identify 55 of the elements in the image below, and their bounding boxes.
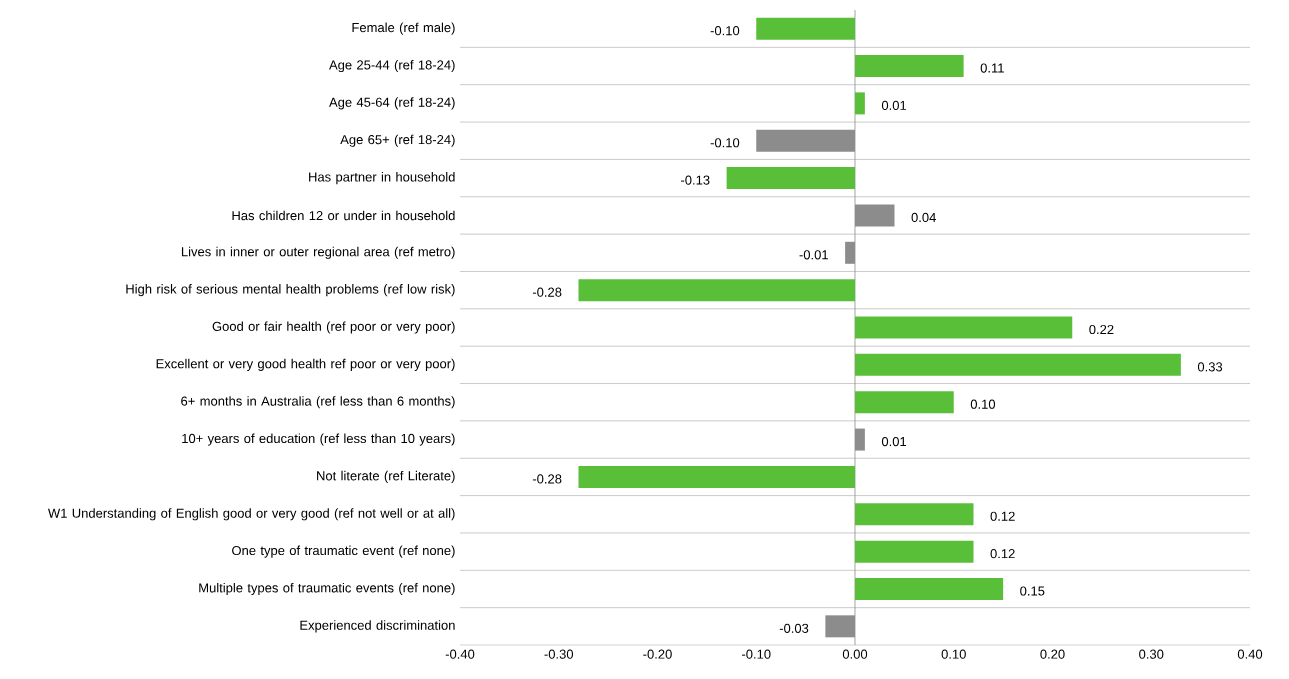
- bar: [855, 55, 964, 78]
- data-label: 0.15: [1020, 586, 1045, 596]
- y-tick-label: W1 Understanding of English good or very good (ref not well or at all): [48, 508, 455, 521]
- data-label: 0.01: [881, 436, 907, 447]
- y-tick-label: High risk of serious mental health problems (ref low risk): [126, 284, 455, 297]
- x-tick-label: 0.10: [941, 649, 966, 659]
- data-label: -0.01: [799, 250, 828, 260]
- y-tick-label: Multiple types of traumatic events (ref none): [199, 582, 455, 596]
- data-label: 0.33: [1197, 362, 1223, 372]
- y-tick-label: Age 25-44 (ref 18-24): [329, 59, 455, 73]
- bar: [578, 279, 855, 302]
- y-tick-label: Experienced discrimination: [300, 620, 455, 633]
- x-tick-label: 0.20: [1040, 649, 1065, 659]
- bar: [855, 92, 865, 115]
- y-tick-label: Has partner in household: [309, 172, 455, 185]
- data-label: 0.11: [980, 63, 1004, 73]
- y-tick-label: Age 45-64 (ref 18-24): [329, 97, 455, 110]
- x-tick-label: 0.00: [842, 649, 868, 659]
- x-tick-label: -0.20: [643, 649, 672, 659]
- bar: [855, 391, 954, 414]
- bar: [726, 167, 855, 190]
- data-label: 0.22: [1089, 324, 1114, 335]
- x-tick-label: -0.10: [742, 649, 771, 659]
- x-tick-label: 0.40: [1237, 649, 1263, 659]
- y-tick-label: 6+ months in Australia (ref less than 6 months): [181, 396, 455, 409]
- data-label: 0.04: [911, 212, 936, 223]
- y-tick-label: Age 65+ (ref 18-24): [340, 134, 455, 147]
- y-tick-label: Not literate (ref Literate): [317, 470, 455, 483]
- y-tick-label: Good or fair health (ref poor or very poor): [212, 321, 455, 334]
- bar: [855, 577, 1004, 600]
- data-label: 0.01: [881, 100, 907, 110]
- bar: [855, 540, 974, 563]
- x-tick-label: 0.30: [1139, 649, 1164, 659]
- data-label: 0.10: [970, 399, 996, 409]
- data-label: -0.10: [710, 138, 740, 148]
- y-tick-label: Female (ref male): [352, 22, 455, 35]
- y-tick-label: 10+ years of education (ref less than 10 years): [182, 433, 455, 446]
- data-label: -0.13: [681, 175, 710, 185]
- bar: [578, 465, 855, 488]
- y-tick-label: Lives in inner or outer regional area (ref metro): [181, 246, 455, 259]
- y-tick-label: Excellent or very good health ref poor or very poor): [156, 358, 455, 371]
- data-label: -0.28: [532, 474, 562, 484]
- bar: [855, 316, 1073, 339]
- bar: [855, 353, 1181, 376]
- data-label: -0.03: [779, 623, 809, 633]
- x-tick-label: -0.40: [445, 649, 475, 659]
- data-label: 0.12: [990, 511, 1015, 521]
- y-tick-label: Has children 12 or under in household: [232, 210, 455, 221]
- bar: [855, 503, 974, 526]
- data-label: -0.10: [710, 26, 740, 36]
- y-tick-label: One type of traumatic event (ref none): [232, 545, 455, 558]
- data-label: -0.28: [532, 287, 562, 297]
- bar: [756, 17, 855, 40]
- x-tick-label: -0.30: [544, 649, 574, 659]
- data-label: 0.12: [990, 549, 1015, 559]
